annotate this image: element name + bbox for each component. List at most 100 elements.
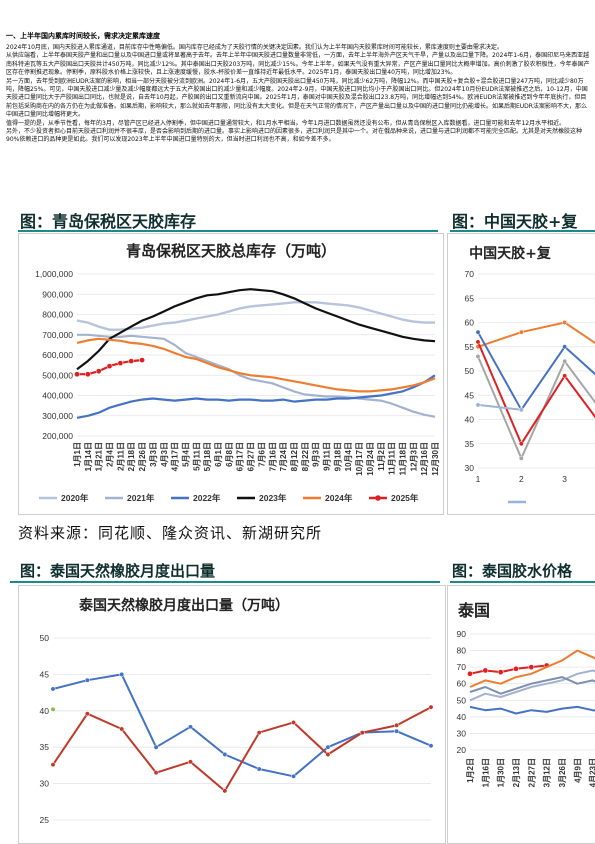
y-tick-label: 30 [40,779,50,789]
y-tick-label: 25 [40,815,50,825]
y-tick-label: 900,000 [42,289,73,299]
x-tick-label: 5月11日 [192,442,201,471]
x-tick-label: 8月22日 [301,442,310,471]
y-tick-label: 500,000 [42,370,73,380]
series-line [76,374,436,419]
paragraph: 另外，不少投资者担心目前天胶进口利润并不很丰厚，是否会影响到后期的进口量。事实上… [6,128,583,144]
y-tick-label: 35 [465,439,475,449]
series-line [77,333,436,418]
export-chart: 泰国天然橡胶月度出口量（万吨） 50 45 40 35 30 25 [18,585,446,844]
y-tick-label: 30 [457,728,467,738]
body-text: 2024年10月底，国内天胶进入累库通道，目前库存中性略偏低。国内库存已经成为了… [6,44,590,145]
title-underline [10,581,440,583]
chart-title: 泰国天然橡胶月度出口量（万吨） [78,597,289,614]
x-tick-label: 2月26日 [138,442,147,471]
x-tick-label: 3月12日 [543,758,552,787]
series-line [76,337,436,393]
data-point [325,744,331,750]
paragraph: 值得一提的是，从季节性看，每年的3月，尽管产区已经进入停割季，但中国进口量通常较… [6,119,566,127]
data-point [394,728,400,734]
data-point [256,766,262,772]
data-point [497,669,504,675]
legend-label: 2024年 [325,493,353,503]
data-point [222,752,228,757]
x-tick-label: 2月27日 [527,758,536,787]
x-tick-label: 5月18日 [203,442,212,471]
y-tick-label: 1,000,000 [35,269,73,279]
x-tick-label: 5月4日 [181,442,190,467]
y-tick-label: 300,000 [42,411,73,421]
x-tick-label: 6月1日 [214,442,223,467]
data-point [139,357,145,363]
x-tick-label: 6月8日 [225,442,234,467]
y-tick-label: 80 [457,646,467,656]
data-point [50,706,56,712]
x-tick-label: 3月26日 [558,758,567,787]
x-tick-label: 7月16日 [268,442,277,471]
data-point [394,722,400,728]
import-chart-svg: 中国天胶+复7065605550454035301234 [465,245,595,504]
data-point [291,773,296,779]
x-tick-label: 1月16日 [481,758,490,787]
data-point [188,724,193,730]
y-tick-label: 40 [40,706,50,716]
y-tick-label: 200,000 [42,431,73,441]
data-point [562,344,568,350]
data-point [119,726,125,732]
data-point [222,788,228,794]
y-tick-label: 50 [457,695,467,705]
data-point [513,665,519,672]
x-tick-label: 9月3日 [312,442,321,467]
latex-price-chart: 泰国 90 80 70 60 50 40 30 20 1月2日 1月16日 1月30日 2月13日 2月2… [447,585,595,844]
legend-label: 2020年 [61,493,89,503]
legend-label: 2025年 [391,493,419,503]
import-chart: 中国天胶+复7065605550454035301234 [447,233,595,515]
x-tick-label: 4月17日 [171,442,180,471]
figure-title-export: 图：泰国天然橡胶月度出口量 [20,562,216,580]
x-tick-label: 4月3日 [160,442,169,467]
y-tick-label: 30 [465,463,475,473]
data-point [106,363,113,369]
series-line [76,301,435,331]
x-tick-label: 2月4日 [106,442,115,467]
x-tick-label: 9月11日 [323,442,332,471]
x-tick-label: 1月30日 [497,758,506,787]
x-tick-label: 2月13日 [512,758,521,787]
series-line [469,705,595,715]
series-line [76,288,436,371]
x-tick-label: 10月17日 [355,442,364,476]
data-point [188,759,193,765]
y-tick-label: 90 [457,629,467,639]
export-chart-svg: 泰国天然橡胶月度出口量（万吨） 50 45 40 35 30 25 [40,597,434,825]
x-tick-label: 8月12日 [290,442,299,471]
data-point [84,677,90,683]
data-point [428,704,434,710]
inventory-chart: 青岛保税区天胶总库存（万吨） 1,000,000 900,000 800,000 700… [18,233,444,515]
data-point [359,730,365,736]
inventory-chart-svg: 青岛保税区天胶总库存（万吨） 1,000,000 900,000 800,000 700… [35,242,440,503]
legend-label: 2022年 [193,493,221,503]
x-tick-label: 11月11日 [388,442,397,475]
data-point [153,770,159,776]
data-point [528,664,535,670]
y-tick-label: 50 [40,633,50,643]
y-tick-label: 65 [465,293,475,303]
data-point [84,371,91,378]
series-line [477,403,522,411]
data-point [128,358,135,364]
data-point [475,339,481,345]
data-point [562,373,568,379]
data-point [518,329,524,335]
y-tick-label: 40 [457,712,467,722]
x-tick-label: 1月2日 [466,758,475,783]
paragraph: 2024年10月底，国内天胶进入累库通道，目前库存中性略偏低。国内库存已经成为了… [6,44,503,51]
x-tick-label: 6月27日 [247,442,256,471]
paragraph: 从供应端看，上半年泰国天胶产量和出口量以及中国进口量或将显著高于去年。去年上半年… [6,52,590,77]
x-tick-label: 1月21日 [95,442,104,471]
x-tick-label: 1月14日 [84,442,93,471]
data-point [518,441,524,447]
series-line [477,341,595,445]
series-line [469,649,595,688]
y-tick-label: 400,000 [42,391,73,401]
x-tick-label: 3月3日 [149,442,158,467]
